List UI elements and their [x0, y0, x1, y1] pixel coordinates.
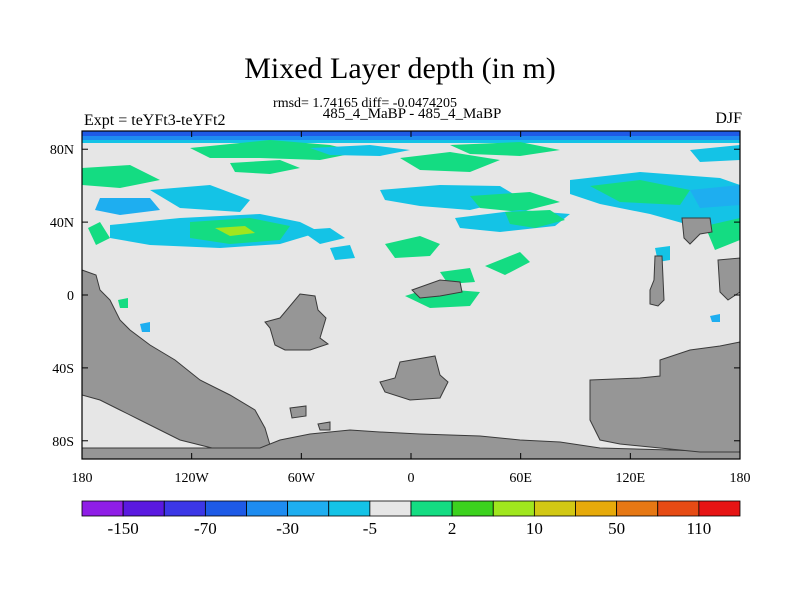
colorbar-box — [369, 500, 412, 517]
lon-axis: 180 120W 60W 0 60E 120E 180 — [72, 131, 751, 486]
season-label: DJF — [715, 110, 742, 127]
lon-tick-label: 120W — [175, 471, 210, 486]
colorbar-label: -150 — [108, 519, 139, 538]
lat-tick-label: 40S — [52, 362, 74, 377]
lon-tick-label: 180 — [72, 471, 93, 486]
colorbar-label: 10 — [526, 519, 543, 538]
lat-tick-label: 80S — [52, 435, 74, 450]
colorbar-box — [204, 500, 247, 517]
colorbar-box — [122, 500, 165, 517]
colorbar-box — [575, 500, 618, 517]
lon-tick-label: 120E — [616, 471, 646, 486]
land-masses — [81, 217, 741, 460]
colorbar-label: -70 — [194, 519, 217, 538]
lon-tick-label: 60W — [288, 471, 316, 486]
lon-tick-label: 0 — [408, 471, 415, 486]
colorbar-box — [81, 500, 124, 517]
colorbar-box — [410, 500, 453, 517]
colorbar-label: 2 — [448, 519, 457, 538]
plot-subtitle: 485_4_MaBP - 485_4_MaBP — [322, 106, 502, 122]
plot-title: Mixed Layer depth (in m) — [244, 52, 556, 85]
colorbar-label: 110 — [686, 519, 711, 538]
colorbar-label: 50 — [608, 519, 625, 538]
colorbar-box — [163, 500, 206, 517]
experiment-label: Expt = teYFt3-teYFt2 — [84, 112, 226, 129]
lat-tick-label: 40N — [50, 216, 74, 231]
stats-line: rmsd= 1.74165 diff= -0.0474205 — [273, 96, 457, 111]
lat-axis: 80N 40N 0 40S 80S — [50, 143, 740, 450]
colorbar-box — [287, 500, 330, 517]
colorbar-label: -30 — [276, 519, 299, 538]
colorbar-box — [616, 500, 659, 517]
lat-tick-label: 0 — [67, 289, 74, 304]
colorbar-box — [246, 500, 289, 517]
colorbar-box — [698, 500, 741, 517]
lat-tick-label: 80N — [50, 143, 74, 158]
colorbar-box — [492, 500, 535, 517]
colorbar-label: -5 — [363, 519, 377, 538]
lon-tick-label: 180 — [730, 471, 751, 486]
colorbar-box — [657, 500, 700, 517]
colorbar-box — [533, 500, 576, 517]
lon-tick-label: 60E — [509, 471, 532, 486]
colorbar: -150 -70 -30 -5 2 10 50 110 — [81, 500, 741, 538]
colorbar-box — [328, 500, 371, 517]
colorbar-box — [451, 500, 494, 517]
